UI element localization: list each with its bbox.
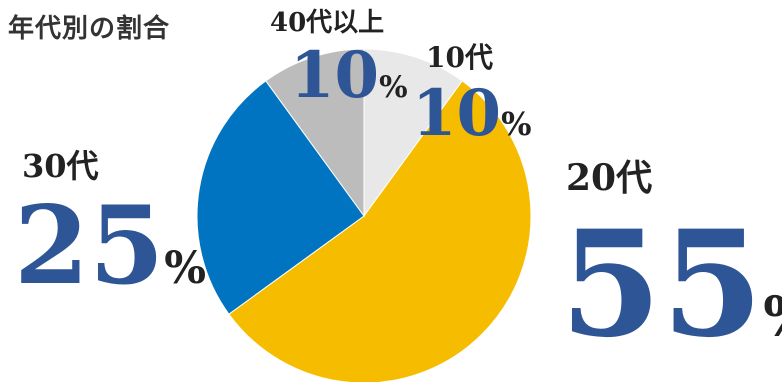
label-10s: 10代 [426, 44, 493, 72]
value-group-40s-plus: 10% [290, 44, 408, 108]
category-label-20s: 20代 [566, 157, 653, 199]
label-30s: 30代 [22, 150, 99, 182]
percent-label-40s-plus: % [379, 70, 408, 105]
percent-label-20s: % [763, 284, 782, 348]
value-label-20s: 55 [560, 199, 764, 370]
category-label-10s: 10代 [426, 41, 493, 74]
value-group-30s: 25% [14, 192, 206, 300]
category-label-30s: 30代 [22, 147, 99, 185]
percent-label-10s: % [501, 105, 532, 143]
slice-10s [363, 48, 463, 218]
value-label-30s: 25 [14, 183, 165, 309]
value-label-10s: 10 [412, 76, 502, 151]
value-group-10s: 10% [412, 82, 531, 146]
percent-label-30s: % [164, 243, 207, 294]
slice-30s [196, 80, 365, 315]
label-20s: 20代 [566, 160, 652, 196]
slice-40s-plus [265, 48, 365, 218]
value-group-20s: 55% [560, 212, 782, 358]
slice-20s [228, 80, 532, 382]
value-label-40s-plus: 10 [290, 38, 380, 113]
chart-title: 年代別の割合 [8, 14, 171, 44]
category-label-40s-plus: 40代以上 [270, 8, 385, 38]
label-40s-plus: 40代以上 [270, 10, 384, 36]
